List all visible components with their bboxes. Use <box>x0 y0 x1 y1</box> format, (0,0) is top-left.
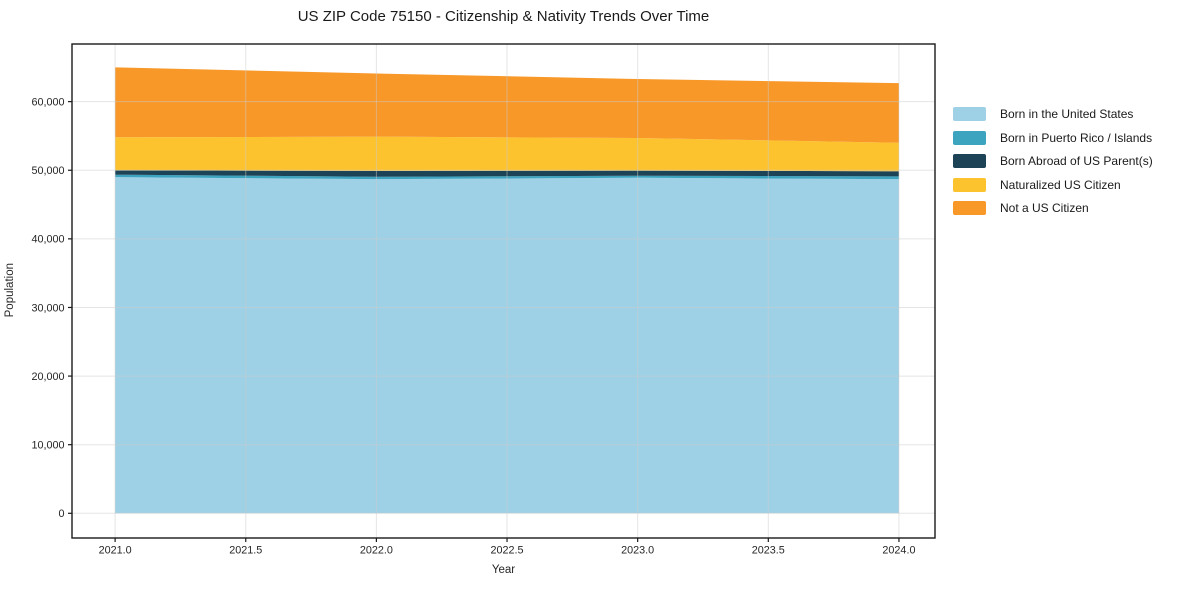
legend-entry-not-a-us-citizen: Not a US Citizen <box>953 201 1153 215</box>
x-axis-label: Year <box>491 564 516 576</box>
x-tick-label: 2022.5 <box>491 545 524 557</box>
legend-swatch <box>953 130 986 145</box>
legend-entry-born-abroad-of-us-parent-s: Born Abroad of US Parent(s) <box>953 154 1153 168</box>
legend-label: Born in Puerto Rico / Islands <box>1000 130 1153 145</box>
legend-swatch <box>953 177 986 192</box>
legend-swatch <box>953 154 986 168</box>
x-tick-label: 2021.0 <box>99 545 132 557</box>
chart-title: US ZIP Code 75150 - Citizenship & Nativi… <box>297 8 710 25</box>
legend-label: Born in the United States <box>1000 107 1134 121</box>
x-tick-label: 2022.0 <box>360 545 393 557</box>
plot-border <box>71 43 936 539</box>
legend-label: Born Abroad of US Parent(s) <box>1000 154 1153 168</box>
y-tick-label: 40,000 <box>31 234 64 246</box>
y-tick-label: 50,000 <box>31 165 64 177</box>
y-tick-label: 20,000 <box>31 371 64 383</box>
legend-entry-born-in-puerto-rico-islands: Born in Puerto Rico / Islands <box>953 130 1153 145</box>
legend-entry-naturalized-us-citizen: Naturalized US Citizen <box>953 177 1153 192</box>
x-tick-label: 2023.5 <box>752 545 785 557</box>
legend-label: Not a US Citizen <box>1000 201 1089 215</box>
legend-swatch <box>953 107 986 121</box>
y-tick-label: 60,000 <box>31 96 64 108</box>
legend-entry-born-in-the-united-states: Born in the United States <box>953 107 1153 121</box>
x-tick-label: 2024.0 <box>882 545 915 557</box>
x-tick-label: 2021.5 <box>229 545 262 557</box>
y-tick-label: 0 <box>58 508 64 520</box>
y-tick-label: 30,000 <box>31 302 64 314</box>
legend-label: Naturalized US Citizen <box>1000 177 1121 192</box>
y-tick-label: 10,000 <box>31 439 64 451</box>
legend: Born in the United States Born in Puerto … <box>953 107 1153 225</box>
y-axis-label: Population <box>4 262 16 318</box>
legend-swatch <box>953 201 986 215</box>
x-tick-label: 2023.0 <box>621 545 654 557</box>
